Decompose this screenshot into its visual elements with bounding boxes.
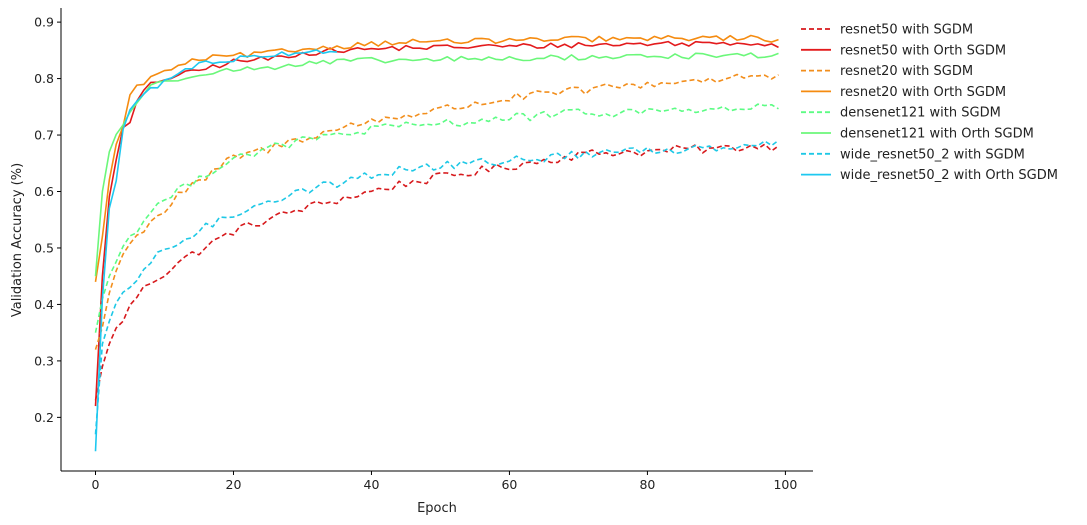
legend-label: resnet50 with Orth SGDM [840, 43, 1006, 58]
legend-label: wide_resnet50_2 with Orth SGDM [840, 168, 1058, 183]
y-tick-label: 0.8 [34, 71, 54, 86]
legend-label: densenet121 with SGDM [840, 106, 1001, 121]
series-line-1 [94, 40, 779, 407]
x-tick-label: 60 [501, 477, 517, 492]
y-tick-label: 0.2 [34, 410, 54, 425]
series-line-0 [94, 143, 779, 401]
y-tick-label: 0.6 [34, 184, 54, 199]
y-tick-label: 0.7 [34, 128, 54, 143]
series-line-3 [94, 34, 779, 282]
y-tick-label: 0.9 [34, 15, 54, 30]
legend-label: densenet121 with Orth SGDM [840, 127, 1034, 142]
x-tick-label: 0 [92, 477, 100, 492]
x-tick-label: 80 [639, 477, 655, 492]
x-tick-label: 40 [364, 477, 380, 492]
y-tick-label: 0.5 [34, 240, 54, 255]
y-tick-label: 0.4 [34, 297, 54, 312]
series-line-5 [94, 52, 779, 277]
legend-label: resnet20 with SGDM [840, 64, 973, 79]
series-line-6 [94, 139, 779, 435]
x-tick-label: 100 [773, 477, 797, 492]
series-line-2 [94, 73, 779, 350]
y-axis-label: Validation Accuracy (%) [10, 163, 25, 317]
legend-label: resnet20 with Orth SGDM [840, 85, 1006, 100]
plot-lines [94, 34, 779, 452]
x-tick-label: 20 [226, 477, 242, 492]
y-ticks: 0.2 0.3 0.4 0.5 0.6 0.7 0.8 0.9 [34, 15, 61, 425]
y-tick-label: 0.3 [34, 353, 54, 368]
legend: resnet50 with SGDM resnet50 with Orth SGD… [801, 23, 1058, 183]
series-line-7 [94, 49, 338, 452]
x-ticks: 0 20 40 60 80 100 [92, 471, 797, 492]
axes [60, 8, 813, 472]
legend-label: resnet50 with SGDM [840, 23, 973, 38]
legend-label: wide_resnet50_2 with SGDM [840, 147, 1025, 162]
series-line-4 [94, 103, 779, 333]
x-axis-label: Epoch [417, 501, 457, 516]
